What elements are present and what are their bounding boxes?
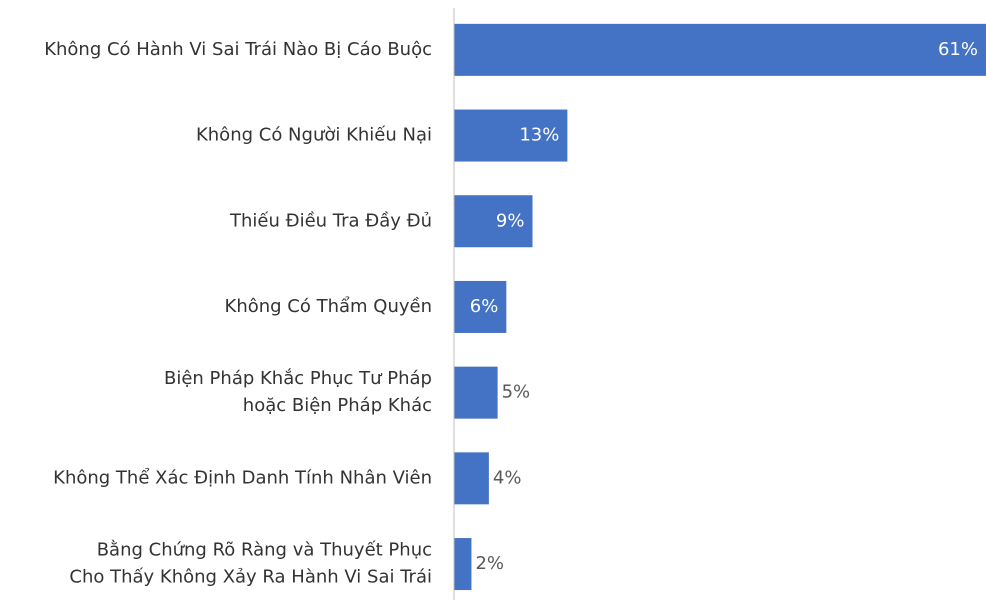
value-label: 9% bbox=[496, 210, 525, 231]
value-label: 4% bbox=[493, 467, 522, 488]
category-label: Bằng Chứng Rõ Ràng và Thuyết Phục Cho Thấ… bbox=[69, 540, 432, 588]
value-label: 13% bbox=[519, 125, 559, 146]
bar bbox=[454, 280, 507, 333]
category-label: Không Có Hành Vi Sai Trái Nào Bị Cáo Buộ… bbox=[44, 39, 432, 60]
category-label: Thiếu Điều Tra Đầy Đủ bbox=[229, 210, 432, 231]
value-label: 61% bbox=[938, 39, 978, 60]
value-label: 5% bbox=[502, 382, 531, 403]
category-label: Không Thể Xác Định Danh Tính Nhân Viên bbox=[53, 467, 432, 488]
bar bbox=[454, 538, 472, 591]
category-label: Biện Pháp Khắc Phục Tư Pháp hoặc Biện Phá… bbox=[164, 368, 432, 416]
bar bbox=[454, 109, 568, 162]
value-label: 2% bbox=[475, 553, 504, 574]
bar bbox=[454, 23, 986, 76]
category-label: Không Có Người Khiếu Nại bbox=[196, 125, 432, 146]
category-label: Không Có Thẩm Quyền bbox=[225, 296, 432, 317]
bar bbox=[454, 452, 489, 505]
bar bbox=[454, 366, 498, 419]
bar bbox=[454, 195, 533, 248]
value-label: 6% bbox=[470, 296, 499, 317]
